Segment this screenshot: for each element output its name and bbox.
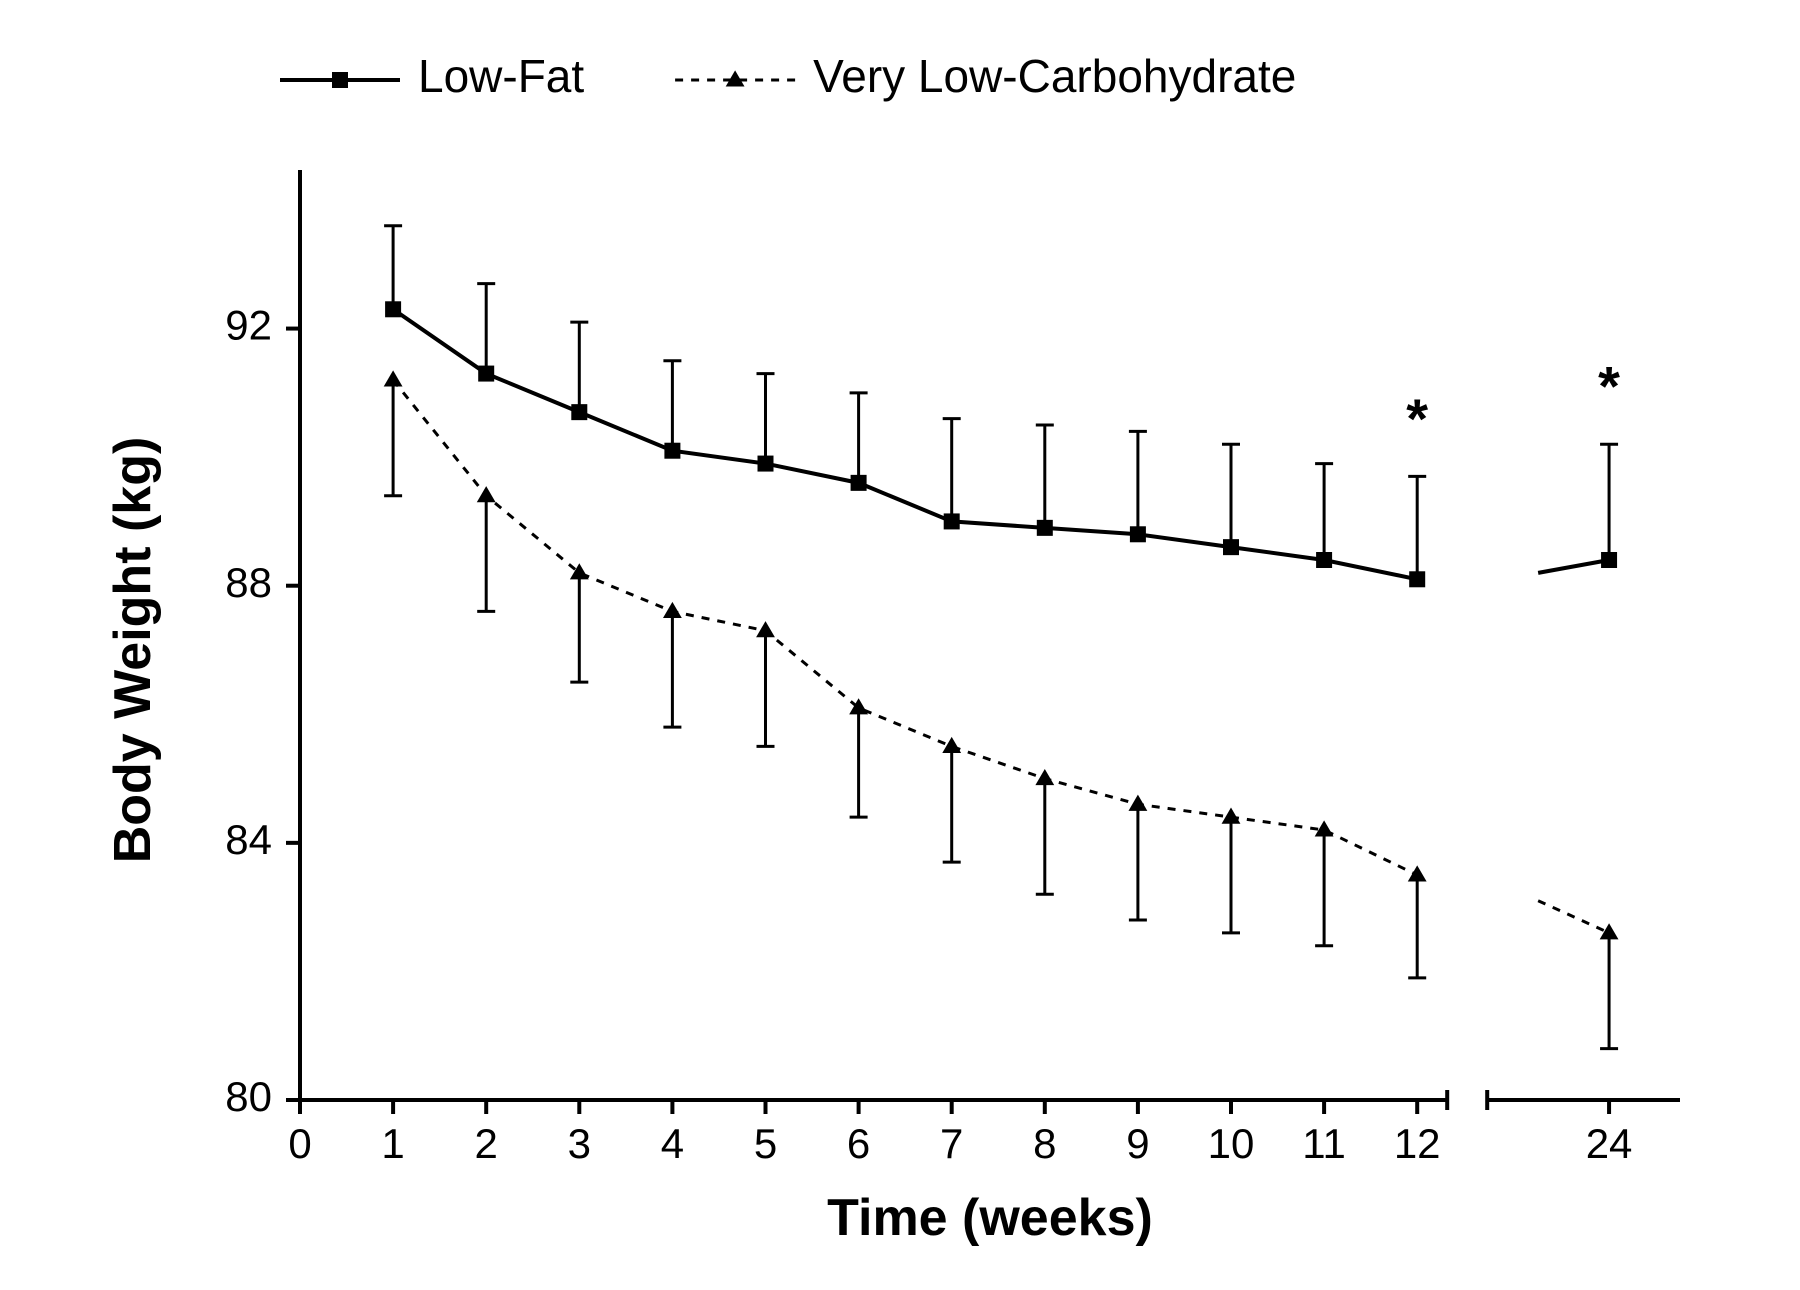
x-tick-label: 8 (1033, 1120, 1056, 1167)
weight-chart: 80848892012345678910111224Body Weight (k… (0, 0, 1800, 1290)
legend-label: Low-Fat (418, 50, 584, 102)
significance-marker: * (1406, 387, 1428, 450)
chart-container: 80848892012345678910111224Body Weight (k… (0, 0, 1800, 1290)
x-tick-label: 10 (1208, 1120, 1255, 1167)
x-tick-label: 6 (847, 1120, 870, 1167)
x-tick-label: 12 (1394, 1120, 1441, 1167)
x-tick-label: 5 (754, 1120, 777, 1167)
x-tick-label: 4 (661, 1120, 684, 1167)
x-axis-label: Time (weeks) (827, 1189, 1153, 1247)
x-tick-label: 0 (288, 1120, 311, 1167)
y-tick-label: 80 (225, 1073, 272, 1120)
y-tick-label: 88 (225, 559, 272, 606)
x-tick-label: 9 (1126, 1120, 1149, 1167)
legend-label: Very Low-Carbohydrate (813, 50, 1296, 102)
x-tick-label: 1 (381, 1120, 404, 1167)
x-tick-label: 24 (1586, 1120, 1633, 1167)
x-tick-label: 11 (1302, 1120, 1346, 1167)
x-tick-label: 3 (568, 1120, 591, 1167)
y-axis-label: Body Weight (kg) (104, 437, 162, 864)
y-tick-label: 92 (225, 302, 272, 349)
y-tick-label: 84 (225, 816, 272, 863)
x-tick-label: 7 (940, 1120, 963, 1167)
x-tick-label: 2 (475, 1120, 498, 1167)
significance-marker: * (1598, 355, 1620, 418)
